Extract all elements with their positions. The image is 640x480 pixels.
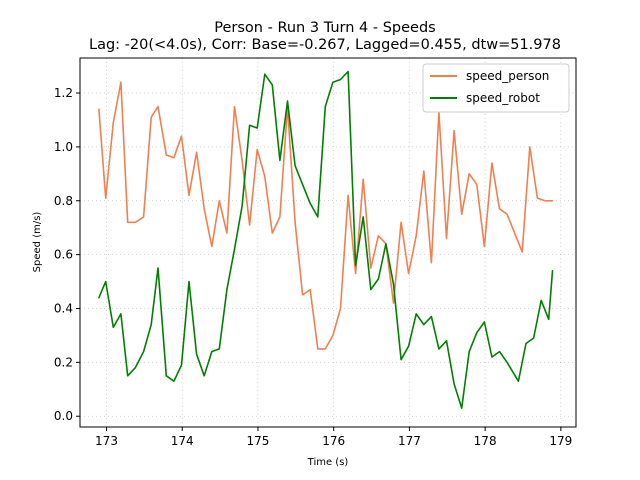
chart-subtitle: Lag: -20(<4.0s), Corr: Base=-0.267, Lagg… <box>89 37 561 53</box>
series-line-speed-robot <box>98 70 554 409</box>
x-tick-label: 174 <box>171 434 194 448</box>
x-tick-label: 179 <box>549 434 572 448</box>
y-axis-label: Speed (m/s) <box>32 212 43 273</box>
tick-layer: 173 174 175 176 177 178 179 0.0 0.2 0.4 0.6 0.8 1.0 1… <box>54 86 572 448</box>
legend-label-speed-robot: speed_robot <box>466 91 540 105</box>
x-tick-label: 176 <box>322 434 345 448</box>
series-line-speed-person <box>98 81 554 350</box>
legend-label-speed-person: speed_person <box>466 69 549 83</box>
y-tick-label: 1.2 <box>54 86 73 100</box>
x-tick-label: 177 <box>398 434 421 448</box>
x-tick-label: 178 <box>474 434 497 448</box>
series-layer <box>98 70 554 409</box>
y-tick-label: 0.2 <box>54 355 73 369</box>
y-tick-label: 0.8 <box>54 194 73 208</box>
chart-title: Person - Run 3 Turn 4 - Speeds <box>214 20 435 36</box>
x-tick-label: 173 <box>95 434 118 448</box>
y-tick-label: 0.0 <box>54 409 73 423</box>
y-tick-label: 1.0 <box>54 140 73 154</box>
legend-box <box>422 63 570 113</box>
y-tick-label: 0.4 <box>54 301 73 315</box>
x-tick-label: 175 <box>247 434 270 448</box>
legend: speed_person speed_robot <box>422 63 570 113</box>
y-tick-label: 0.6 <box>54 248 73 262</box>
plot-area <box>80 58 576 427</box>
plot-frame <box>79 57 577 428</box>
x-axis-label: Time (s) <box>307 457 349 468</box>
